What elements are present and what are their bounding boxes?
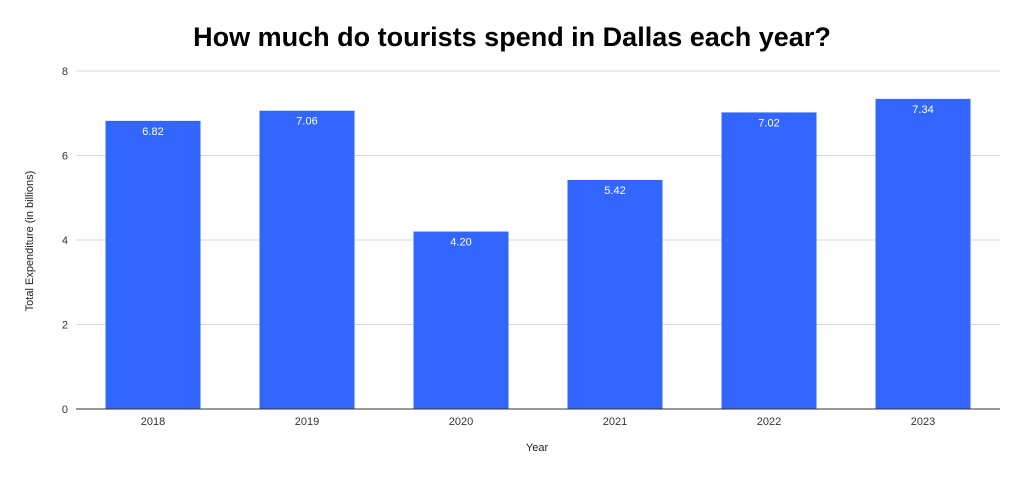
data-label-2021: 5.42: [604, 185, 625, 197]
data-labels: 6.82 7.06 4.20 5.42 7.02 7.34: [142, 104, 933, 249]
y-tick-label: 2: [62, 320, 68, 332]
y-axis-ticks: 0 2 4 6 8: [62, 66, 68, 416]
chart-title: How much do tourists spend in Dallas eac…: [193, 22, 831, 52]
data-label-2019: 7.06: [296, 116, 317, 128]
x-tick-label: 2018: [141, 416, 165, 428]
y-axis-label: Total Expenditure (in billions): [24, 171, 36, 312]
bar-2023: [875, 98, 971, 409]
bars: [105, 98, 971, 409]
x-tick-label: 2021: [603, 416, 627, 428]
x-tick-label: 2022: [757, 416, 781, 428]
gridlines: [76, 70, 1000, 325]
bar-2019: [259, 110, 355, 409]
bar-2018: [105, 120, 201, 409]
x-tick-label: 2019: [295, 416, 319, 428]
x-axis-label: Year: [526, 442, 549, 454]
y-tick-label: 8: [62, 66, 68, 78]
data-label-2018: 6.82: [142, 126, 163, 138]
y-tick-label: 6: [62, 151, 68, 163]
y-tick-label: 4: [62, 235, 68, 247]
y-tick-label: 0: [62, 404, 68, 416]
bar-2020: [413, 231, 509, 409]
x-axis-ticks: 2018 2019 2020 2021 2022 2023: [141, 416, 935, 428]
bar-2021: [567, 180, 663, 409]
bar-2022: [721, 112, 817, 409]
data-label-2023: 7.34: [912, 104, 933, 116]
x-tick-label: 2020: [449, 416, 473, 428]
data-label-2022: 7.02: [758, 117, 779, 129]
x-tick-label: 2023: [911, 416, 935, 428]
data-label-2020: 4.20: [450, 237, 471, 249]
